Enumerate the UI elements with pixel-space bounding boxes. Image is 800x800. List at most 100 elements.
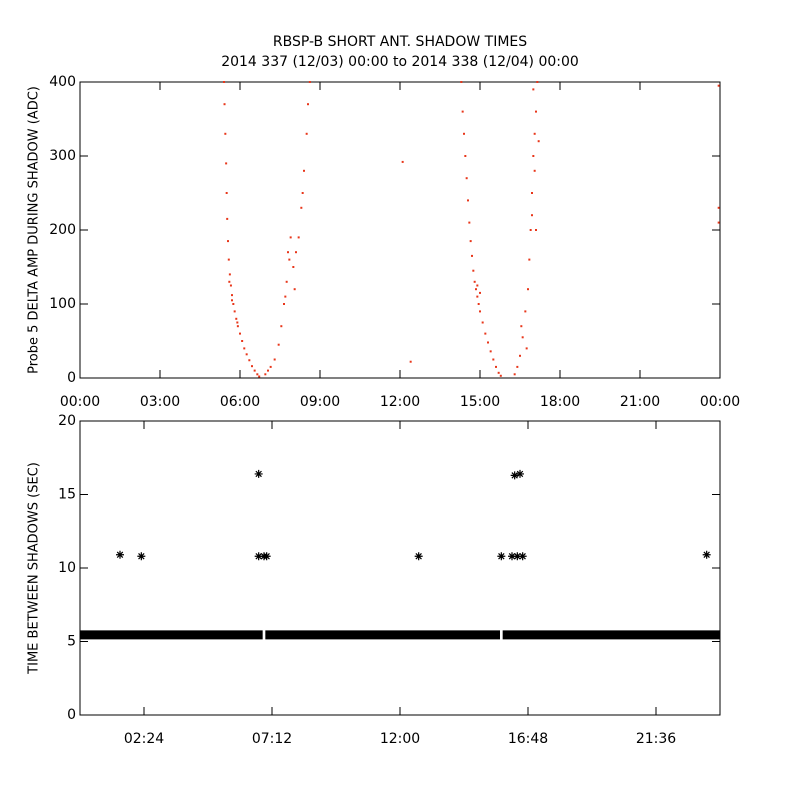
point	[229, 284, 232, 287]
point	[285, 280, 288, 283]
x-tick-label: 03:00	[140, 394, 180, 410]
point	[537, 140, 540, 143]
point	[116, 550, 124, 559]
point	[225, 192, 228, 194]
y-tick-label: 10	[58, 560, 76, 576]
y-axis-label: Probe 5 DELTA AMP DURING SHADOW (ADC)	[27, 86, 42, 374]
point	[401, 160, 404, 163]
x-tick-label: 21:36	[636, 731, 676, 747]
point	[231, 299, 233, 302]
point	[521, 336, 524, 339]
point	[280, 325, 283, 328]
point	[513, 373, 516, 376]
y-tick-label: 400	[49, 74, 76, 90]
point	[241, 340, 244, 342]
point	[489, 350, 492, 353]
point	[484, 332, 487, 335]
x-tick-label: 07:12	[252, 731, 292, 747]
point	[228, 273, 231, 276]
point	[479, 310, 481, 313]
point	[516, 365, 519, 368]
point	[269, 365, 272, 368]
point	[288, 258, 291, 261]
point	[293, 288, 296, 291]
point	[287, 251, 289, 254]
y-tick-label: 300	[49, 148, 76, 164]
point	[307, 103, 309, 106]
point	[292, 266, 295, 268]
point	[239, 332, 241, 335]
point	[245, 353, 248, 356]
point	[254, 469, 263, 478]
y-tick-label: 15	[58, 487, 76, 503]
point	[262, 552, 271, 561]
point	[461, 110, 464, 113]
point	[520, 325, 523, 328]
point	[477, 303, 480, 305]
x-tick-label: 21:00	[620, 394, 660, 410]
x-tick-label: 12:00	[380, 394, 420, 410]
chart-subtitle: 2014 337 (12/03) 00:00 to 2014 338 (12/0…	[221, 54, 579, 70]
point	[510, 471, 519, 480]
point	[479, 291, 481, 294]
point	[243, 347, 246, 350]
point	[471, 254, 473, 257]
point	[508, 552, 516, 561]
point	[301, 192, 304, 194]
point	[465, 177, 468, 180]
point	[535, 110, 537, 113]
point	[300, 206, 303, 209]
point	[267, 369, 269, 372]
point	[717, 84, 720, 87]
y-tick-label: 0	[67, 370, 76, 386]
x-tick-label: 16:48	[508, 731, 548, 747]
point	[702, 550, 711, 559]
chart-title: RBSP-B SHORT ANT. SHADOW TIMES	[273, 34, 527, 50]
point	[224, 132, 227, 135]
point	[223, 103, 226, 106]
point	[475, 288, 477, 291]
point	[231, 294, 233, 297]
point	[464, 155, 467, 157]
point	[295, 251, 297, 254]
point	[528, 258, 531, 261]
point	[409, 360, 412, 363]
point	[525, 347, 528, 350]
point	[518, 552, 527, 561]
point	[251, 365, 253, 368]
point	[264, 373, 267, 376]
point	[232, 303, 235, 305]
x-tick-label: 18:00	[540, 394, 580, 410]
point	[303, 169, 305, 172]
x-tick-label: 00:00	[60, 394, 100, 410]
point	[284, 295, 287, 298]
x-tick-label: 12:00	[380, 731, 420, 747]
point	[468, 221, 471, 224]
point	[469, 240, 472, 243]
point	[531, 192, 533, 194]
point	[481, 321, 484, 324]
point	[463, 132, 465, 135]
point	[467, 199, 469, 202]
point	[236, 321, 239, 324]
point	[495, 365, 497, 368]
point	[227, 240, 229, 243]
point	[289, 236, 292, 239]
point	[527, 288, 529, 291]
x-tick-label: 09:00	[300, 394, 340, 410]
y-tick-label: 100	[49, 296, 76, 312]
point	[531, 214, 533, 217]
point	[497, 552, 506, 561]
point	[233, 310, 236, 313]
point	[497, 371, 500, 374]
point	[476, 295, 479, 298]
point	[227, 258, 230, 261]
point	[235, 317, 238, 320]
point	[524, 310, 527, 313]
x-tick-label: 02:24	[124, 731, 164, 747]
y-axis-label: TIME BETWEEN SHADOWS (SEC)	[27, 462, 42, 675]
x-tick-label: 00:00	[700, 394, 740, 410]
point	[236, 325, 239, 328]
